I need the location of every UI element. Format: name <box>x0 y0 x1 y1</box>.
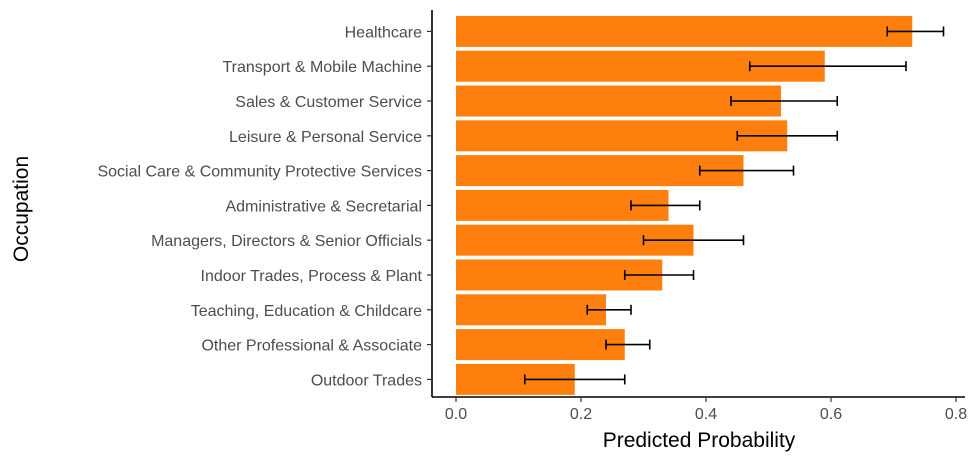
x-tick-label: 0.0 <box>445 406 467 423</box>
bar <box>456 15 913 47</box>
y-tick-label: Sales & Customer Service <box>235 94 422 111</box>
error-bar <box>698 165 795 176</box>
error-bar <box>748 61 907 72</box>
error-bar <box>630 200 701 211</box>
y-tick-label: Healthcare <box>345 24 422 41</box>
bar <box>456 85 781 117</box>
error-bar <box>605 339 651 350</box>
error-bar <box>730 96 839 106</box>
bar <box>456 294 606 326</box>
y-tick-label: Social Care & Community Protective Servi… <box>97 164 422 181</box>
y-tick-label: Other Professional & Associate <box>201 338 422 355</box>
error-bars-layer <box>523 26 945 385</box>
x-tick-label: 0.6 <box>820 406 842 423</box>
x-tick-label: 0.4 <box>695 406 717 423</box>
error-bar <box>736 130 839 141</box>
error-bar <box>523 374 626 385</box>
y-tick-label: Managers, Directors & Senior Officials <box>151 233 422 250</box>
x-tick-labels: 0.0 0.2 0.4 0.6 0.8 <box>445 397 967 423</box>
y-tick-label: Teaching, Education & Childcare <box>191 303 422 320</box>
error-bar <box>642 235 745 246</box>
y-tick-label: Transport & Mobile Machine <box>223 59 423 76</box>
y-axis-title: Occupation <box>10 156 33 262</box>
y-tick-label: Indoor Trades, Process & Plant <box>201 268 423 285</box>
error-bar <box>623 270 695 280</box>
bar <box>456 155 744 187</box>
error-bar <box>886 26 945 37</box>
bar <box>456 329 625 361</box>
x-tick-label: 0.8 <box>945 406 967 423</box>
y-tick-label: Outdoor Trades <box>311 372 422 389</box>
x-axis-title: Predicted Probability <box>603 429 796 452</box>
error-bar <box>586 304 632 315</box>
bar <box>456 120 788 152</box>
x-tick-label: 0.2 <box>570 406 592 423</box>
y-tick-labels: Healthcare Transport & Mobile Machine Sale… <box>97 24 432 389</box>
y-tick-label: Administrative & Secretarial <box>225 198 422 215</box>
y-tick-label: Leisure & Personal Service <box>229 129 422 146</box>
